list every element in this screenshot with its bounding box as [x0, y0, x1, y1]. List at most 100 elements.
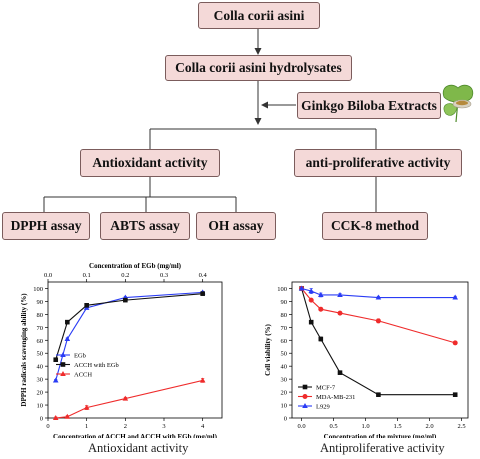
y-tick-label: 90	[37, 299, 44, 306]
legend-marker	[302, 394, 308, 399]
legend: EGb ACCH with EGb ACCH	[56, 352, 119, 378]
x-tick-label: 2.5	[458, 423, 466, 430]
y-axis-label: DPPH radicals scavenging ability (%)	[20, 293, 28, 407]
x2-axis-label: Concentration of EGb (mg/ml)	[89, 262, 182, 270]
legend-marker	[302, 403, 308, 408]
data-point	[308, 288, 314, 294]
y-tick-label: 0	[284, 416, 287, 423]
caption-antioxidant: Antioxidant activity	[88, 441, 189, 455]
series-line	[301, 287, 456, 299]
x2-tick-label: 0.3	[160, 272, 168, 279]
y-tick-label: 60	[37, 338, 44, 345]
legend-label: MDA-MB-231	[316, 394, 355, 401]
data-point	[375, 318, 381, 324]
y-tick-label: 80	[37, 312, 44, 319]
data-point	[375, 294, 382, 300]
series-l929	[298, 285, 458, 300]
antioxidant-chart: 0 10 20 30 40 50 60 70 80 90 100 0 1 2 3 4 0.0 0.1 0.2 0.3 0…	[20, 262, 223, 438]
y-tick-label: 40	[281, 364, 288, 371]
y-tick-label: 20	[281, 390, 288, 397]
series-acch	[52, 377, 206, 420]
data-point	[84, 303, 89, 308]
x2-tick-label: 0.2	[121, 272, 129, 279]
legend-label: EGb	[74, 352, 86, 359]
box-colla-corii-asini: Colla corii asini	[198, 2, 320, 29]
flowchart-connectors	[43, 29, 474, 212]
y-tick-label: 0	[40, 416, 43, 423]
ginkgo-leaf-image	[442, 84, 474, 123]
x-tick-label: 1.0	[362, 423, 370, 430]
data-point	[337, 310, 343, 316]
box-dpph-assay: DPPH assay	[2, 212, 90, 240]
y-tick-label: 100	[33, 286, 43, 293]
data-point	[337, 370, 343, 375]
x-axis-label: Concentration of ACCH and ACCH with EGb …	[53, 433, 218, 438]
y-tick-label: 10	[37, 403, 44, 410]
y-tick-label: 40	[37, 364, 44, 371]
legend: MCF-7 MDA-MB-231 L929	[298, 384, 355, 410]
data-point	[53, 357, 59, 363]
data-point	[452, 340, 458, 346]
data-point	[64, 413, 71, 419]
legend-marker	[60, 362, 66, 367]
data-point	[376, 392, 381, 397]
data-point	[64, 335, 71, 341]
x-tick-label: 1.5	[394, 423, 402, 430]
box-oh-assay: OH assay	[196, 212, 276, 240]
data-point	[65, 319, 70, 325]
y-tick-label: 10	[281, 403, 288, 410]
data-point	[452, 294, 458, 300]
series-acch-with-egb	[53, 291, 205, 363]
legend-label: L929	[316, 403, 330, 410]
data-point	[298, 285, 305, 291]
legend-marker	[60, 352, 66, 357]
x-tick-label: 0.0	[298, 423, 306, 430]
plot-frame	[47, 281, 223, 419]
y-tick-label: 20	[37, 390, 44, 397]
data-point	[52, 415, 59, 420]
data-point	[337, 291, 343, 297]
data-point	[200, 291, 205, 296]
y-tick-label: 70	[37, 325, 44, 332]
data-point	[122, 395, 129, 401]
box-antioxidant-activity: Antioxidant activity	[80, 149, 220, 177]
series-line	[55, 293, 203, 360]
legend-marker	[302, 384, 308, 390]
data-point	[318, 306, 324, 312]
x2-tick-label: 0.4	[199, 272, 208, 279]
legend-label: ACCH	[74, 371, 92, 378]
legend-label: ACCH with EGb	[74, 362, 119, 369]
x-axis-label: Concentration of the mixture (mg/ml)	[324, 433, 437, 438]
x-tick-label: 2.0	[426, 423, 434, 430]
series-line	[55, 379, 203, 419]
x2-tick-label: 0.0	[44, 272, 52, 279]
box-antiproliferative-activity: anti-proliferative activity	[294, 149, 462, 177]
legend-marker	[60, 371, 66, 376]
x-tick-label: 2	[124, 423, 127, 430]
series-line	[301, 288, 456, 344]
y-tick-label: 50	[37, 351, 44, 358]
caption-antiproliferative: Antiproliferative activity	[320, 441, 445, 455]
data-point	[308, 297, 314, 303]
box-cck8-method: CCK-8 method	[322, 212, 428, 240]
y-tick-label: 30	[281, 377, 288, 384]
series-mcf-7	[299, 286, 458, 397]
data-point	[308, 319, 314, 325]
data-point	[52, 377, 59, 383]
y-tick-label: 80	[281, 312, 288, 319]
data-point	[318, 336, 324, 342]
y-tick-label: 30	[37, 377, 44, 384]
x-tick-label: 4	[201, 423, 205, 430]
data-point	[452, 392, 458, 397]
data-point	[199, 377, 206, 383]
plot-frame	[291, 281, 469, 419]
y-tick-label: 100	[277, 286, 287, 293]
data-point	[123, 297, 128, 303]
legend-label: MCF-7	[316, 384, 336, 391]
x-tick-label: 0	[46, 423, 49, 430]
y-tick-label: 90	[281, 299, 288, 306]
y-tick-label: 70	[281, 325, 288, 332]
y-axis-label: Cell viability (%)	[264, 323, 272, 375]
data-point	[318, 291, 324, 297]
box-abts-assay: ABTS assay	[100, 212, 190, 240]
